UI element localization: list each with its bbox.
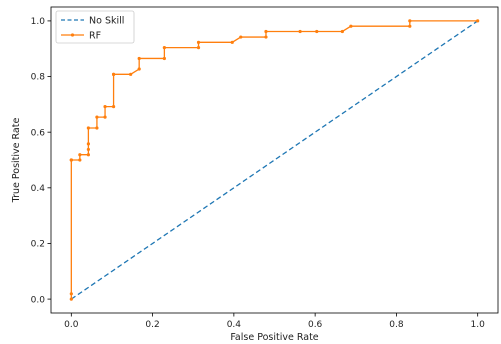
rf-point	[230, 40, 234, 44]
rf-point	[239, 35, 243, 39]
rf-point	[86, 126, 90, 130]
x-tick-label: 1.0	[471, 320, 486, 330]
y-tick-label: 1.0	[31, 17, 46, 27]
x-tick-label: 0.4	[227, 320, 242, 330]
axis-ticks: 0.0 0.2 0.4 0.6 0.8 1.0 0.0 0.2 0.4 0.6 0.8 1.0	[31, 17, 485, 330]
rf-point	[69, 158, 73, 162]
rf-point	[103, 104, 107, 109]
x-tick-label: 0.6	[308, 320, 323, 330]
series-layer	[69, 19, 480, 301]
rf-point	[264, 35, 268, 39]
y-tick-label: 0.6	[31, 128, 46, 138]
rf-point	[86, 147, 90, 152]
plot-frame	[50, 6, 499, 314]
x-tick-label: 0.2	[145, 320, 159, 330]
rf-point	[196, 40, 201, 44]
rf-point	[408, 19, 412, 23]
legend: No Skill RF	[55, 10, 135, 44]
rf-point	[69, 297, 73, 301]
rf-point	[340, 29, 344, 34]
rf-point	[298, 29, 302, 34]
y-tick-label: 0.2	[31, 240, 45, 250]
rf-point	[162, 56, 166, 61]
y-axis-label: True Positive Rate	[11, 118, 22, 204]
rf-point	[103, 115, 107, 119]
rf-point	[476, 19, 480, 23]
legend-rf-marker	[70, 33, 75, 37]
rf-point	[111, 104, 116, 109]
rf-point	[162, 46, 166, 50]
rf-point	[78, 153, 82, 157]
legend-rf-label: RF	[89, 31, 101, 42]
rf-point	[408, 24, 412, 28]
legend-no-skill-label: No Skill	[89, 16, 124, 27]
rf-point	[129, 72, 133, 76]
rf-point	[137, 56, 141, 61]
x-tick-label: 0.0	[64, 320, 79, 330]
y-tick-label: 0.0	[31, 295, 46, 305]
rf-point	[95, 126, 99, 130]
series-line-no-skill	[70, 20, 479, 300]
rf-point	[315, 29, 319, 34]
y-tick-label: 0.4	[31, 184, 46, 194]
x-tick-label: 0.8	[389, 320, 404, 330]
rf-point	[111, 72, 116, 76]
rf-point	[86, 142, 90, 146]
y-tick-label: 0.8	[31, 73, 46, 83]
rf-point	[349, 24, 353, 28]
rf-point	[78, 158, 82, 162]
rf-point	[264, 29, 268, 34]
rf-point	[69, 292, 73, 296]
x-axis-label: False Positive Rate	[230, 332, 318, 343]
rf-point	[196, 46, 201, 50]
rf-point	[86, 153, 90, 157]
rf-point	[95, 115, 99, 119]
rf-point	[137, 67, 141, 71]
